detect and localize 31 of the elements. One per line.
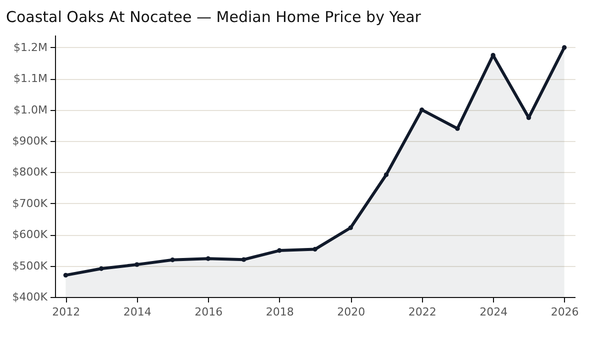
y-tick-label: $1.2M: [14, 40, 48, 54]
y-tick-label: $800K: [12, 166, 48, 179]
y-tick-label: $1.1M: [14, 72, 48, 86]
point: [170, 258, 175, 262]
y-tick-label: $500K: [12, 259, 48, 272]
point: [420, 108, 424, 112]
y-tick-label: $1.0M: [14, 103, 48, 116]
y-tick-label: $600K: [12, 228, 48, 242]
x-tick-label: 2020: [337, 306, 366, 318]
x-tick-label: 2018: [266, 306, 294, 318]
y-tick-label: $400K: [12, 290, 48, 304]
point: [206, 256, 210, 261]
point: [312, 246, 318, 252]
chart-title: Coastal Oaks At Nocatee — Median Home Price by Year: [6, 8, 422, 26]
x-tick-label: 2014: [123, 306, 152, 318]
point: [98, 266, 104, 271]
y-tick-label: $900K: [12, 134, 48, 148]
x-tick-label: 2012: [52, 306, 80, 318]
point: [562, 45, 567, 50]
y-tick-label: $700K: [12, 196, 48, 210]
point: [241, 257, 246, 262]
point: [455, 126, 460, 131]
x-tick-label: 2016: [194, 306, 223, 318]
point: [63, 272, 68, 278]
x-tick-label: 2024: [480, 306, 508, 318]
point: [348, 225, 353, 230]
x-tick-label: 2026: [550, 306, 579, 318]
point: [277, 248, 282, 253]
point: [134, 262, 140, 267]
point: [384, 172, 389, 178]
x-tick-label: 2022: [408, 306, 436, 318]
